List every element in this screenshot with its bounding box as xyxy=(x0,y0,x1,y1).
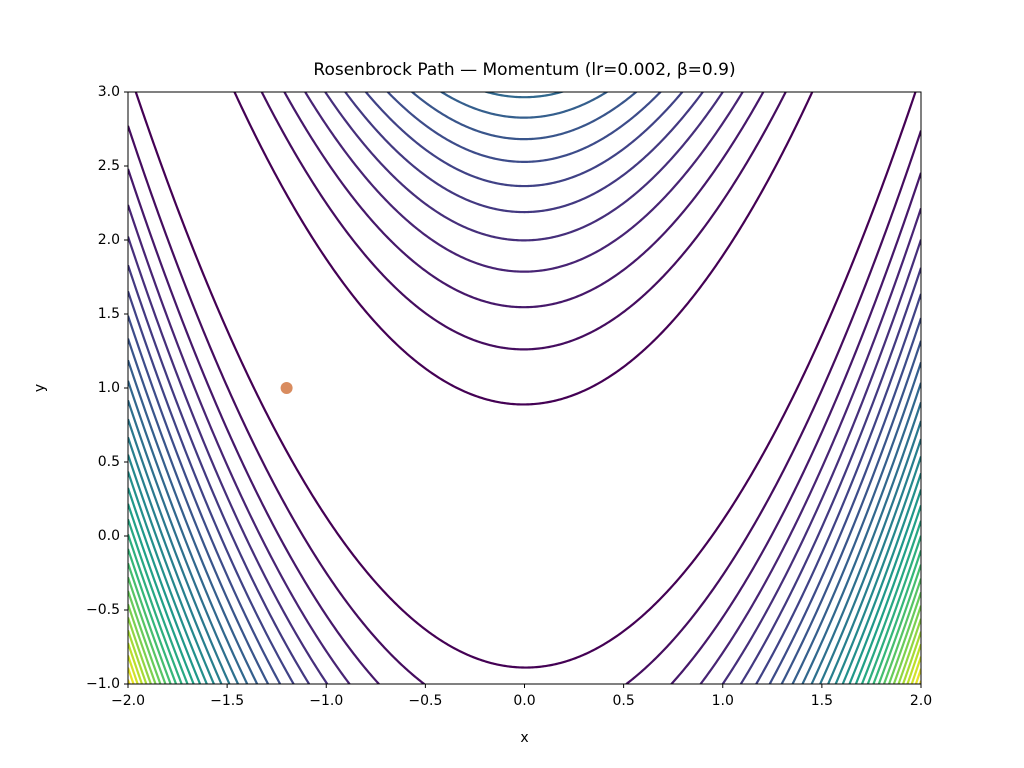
contour-line xyxy=(128,92,921,684)
x-tick-label: −1.5 xyxy=(210,693,244,709)
contour-line xyxy=(134,92,917,669)
contour-line xyxy=(128,92,921,684)
contour-line xyxy=(128,92,921,684)
contour-line xyxy=(128,92,921,684)
y-tick-label: −1.0 xyxy=(86,676,120,692)
x-tick-label: −2.0 xyxy=(111,693,145,709)
path-point xyxy=(280,382,293,394)
contour-line xyxy=(128,92,921,684)
x-tick-label: 0.5 xyxy=(612,693,634,709)
contour-line xyxy=(128,92,921,684)
y-tick-label: 0.5 xyxy=(98,454,120,470)
chart-title: Rosenbrock Path — Momentum (lr=0.002, β=… xyxy=(313,60,735,80)
contour-line xyxy=(128,92,921,684)
x-tick-label: 2.0 xyxy=(910,693,932,709)
x-axis-label: x xyxy=(520,730,528,746)
y-tick-label: 2.0 xyxy=(98,232,120,248)
y-tick-label: 1.5 xyxy=(98,306,120,322)
x-tick-label: 0.0 xyxy=(513,693,535,709)
x-tick-label: 1.5 xyxy=(811,693,833,709)
y-tick-label: 2.5 xyxy=(98,158,120,174)
y-tick-label: −0.5 xyxy=(86,602,120,618)
x-tick-label: −1.0 xyxy=(309,693,343,709)
contour-line xyxy=(128,92,921,684)
x-tick-label: 1.0 xyxy=(712,693,734,709)
contour-line xyxy=(128,92,921,684)
x-tick-label: −0.5 xyxy=(408,693,442,709)
contour-group xyxy=(128,92,921,684)
y-tick-label: 3.0 xyxy=(98,84,120,100)
y-axis-label: y xyxy=(32,384,48,392)
y-tick-label: 1.0 xyxy=(98,380,120,396)
y-tick-label: 0.0 xyxy=(98,528,120,544)
contour-line xyxy=(128,92,921,684)
